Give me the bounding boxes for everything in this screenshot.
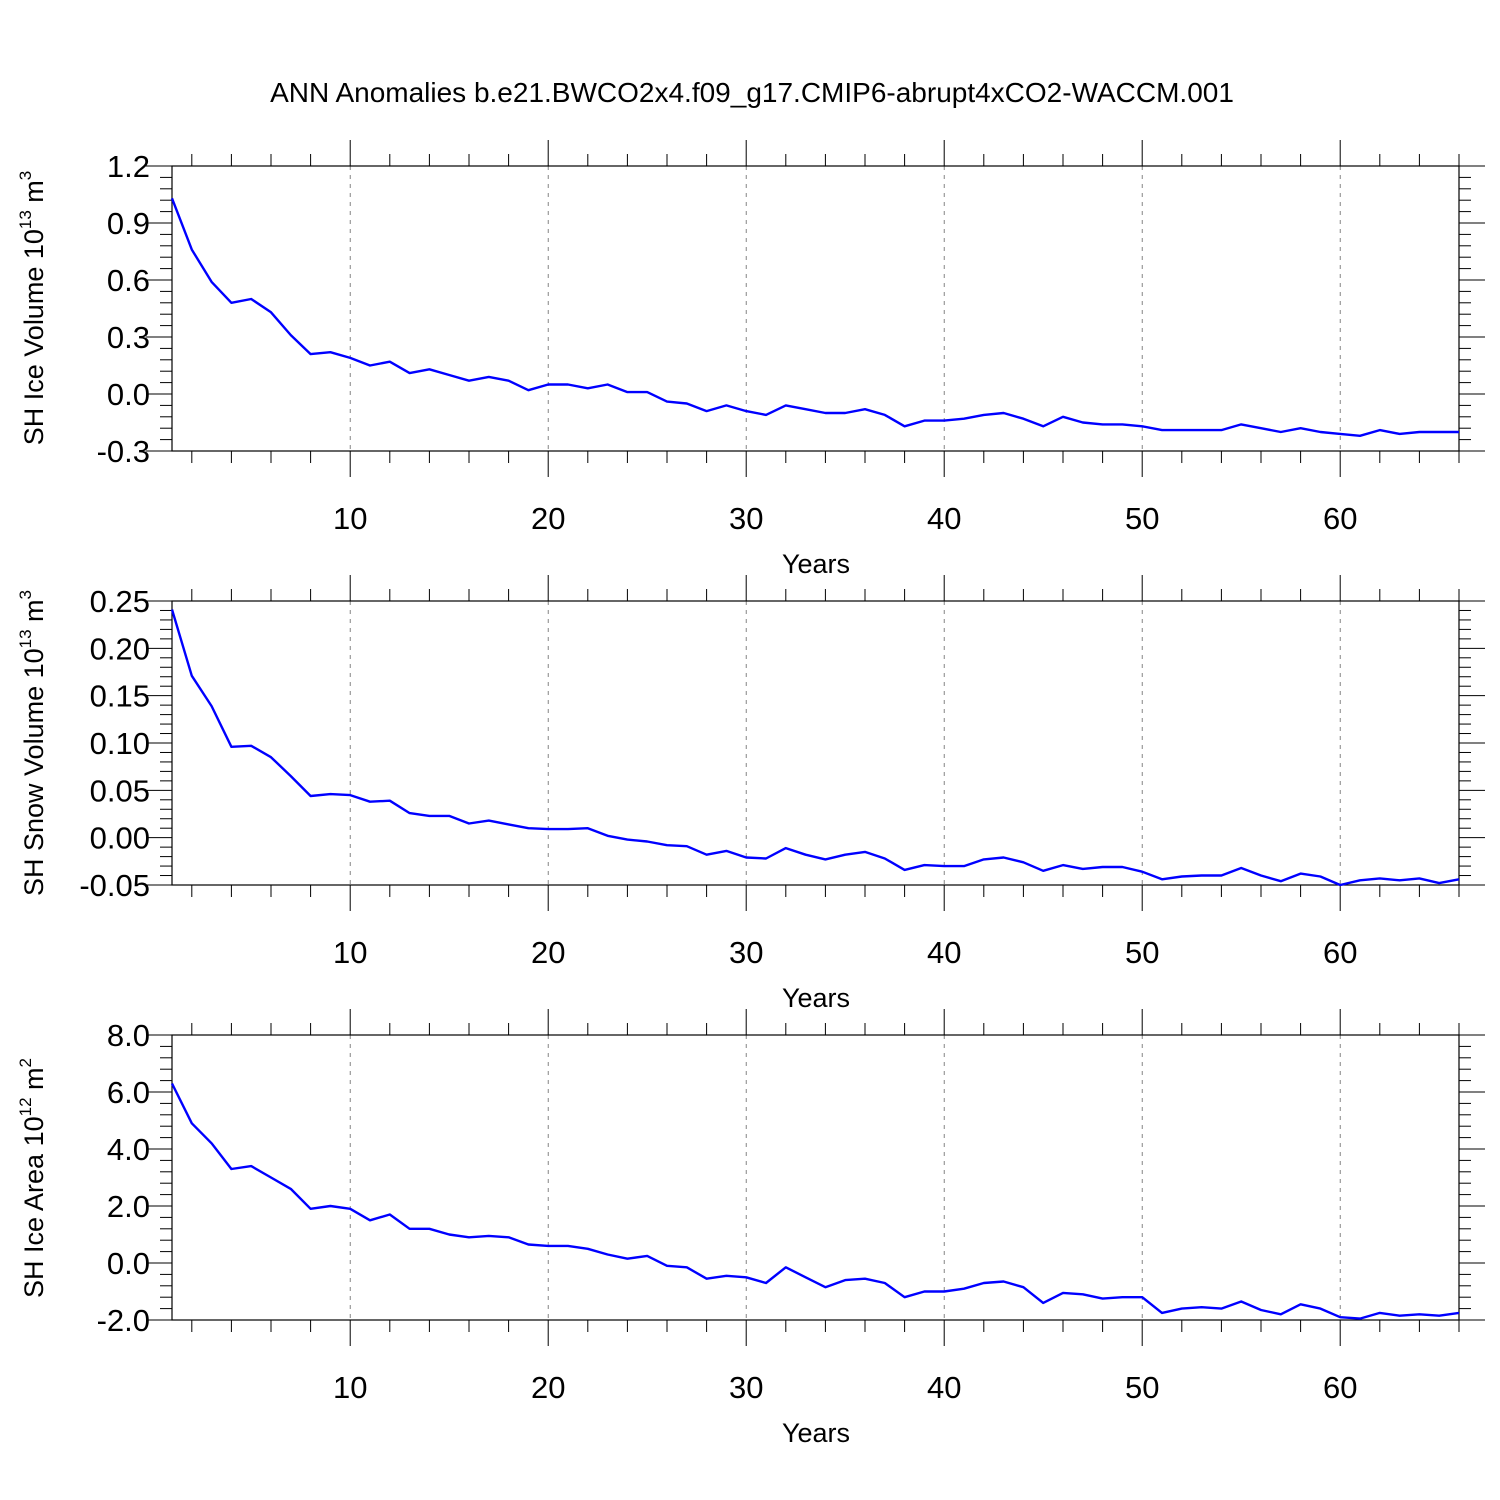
y-axis-label-unit: m bbox=[19, 599, 49, 629]
x-tick-label: 50 bbox=[1125, 1370, 1159, 1405]
x-axis-label: Years bbox=[782, 1418, 850, 1448]
y-tick-label: 0.9 bbox=[107, 206, 150, 241]
x-tick-label: 60 bbox=[1323, 935, 1357, 970]
chart-panel-3: -2.0 0.0 2.0 4.0 6.0 8.0 10 20 30 40 50 60 Years SH I… bbox=[16, 1009, 1485, 1448]
y-tick-label: 0.05 bbox=[90, 773, 150, 808]
y-tick-label: -2.0 bbox=[97, 1303, 150, 1338]
plot-frame bbox=[171, 1034, 1460, 1321]
x-tick-label: 30 bbox=[729, 501, 763, 536]
y-axis-label-unit-exponent: 3 bbox=[16, 171, 35, 180]
x-tick-label: 60 bbox=[1323, 1370, 1357, 1405]
y-tick-label: 0.0 bbox=[107, 1246, 150, 1281]
plot-frame bbox=[171, 600, 1460, 886]
x-tick-label: 40 bbox=[927, 1370, 961, 1405]
y-tick-label: 6.0 bbox=[107, 1075, 150, 1110]
chart-panel-1: -0.3 0.0 0.3 0.6 0.9 1.2 10 20 30 40 50 60 Years SH I… bbox=[16, 140, 1485, 579]
y-axis-label: SH Snow Volume 1013 m3 bbox=[16, 590, 49, 896]
y-tick-label: 0.15 bbox=[90, 679, 150, 714]
y-axis-label-base: SH Snow Volume 10 bbox=[19, 648, 49, 896]
y-tick-label: 0.0 bbox=[107, 377, 150, 412]
data-series-line bbox=[170, 197, 1459, 437]
x-tick-label: 40 bbox=[927, 501, 961, 536]
plot-frame bbox=[171, 165, 1460, 452]
y-tick-label: 1.2 bbox=[107, 149, 150, 184]
x-tick-label: 20 bbox=[531, 935, 565, 970]
y-axis-label-unit-exponent: 3 bbox=[16, 590, 35, 599]
y-axis-label-unit: m bbox=[19, 1067, 49, 1097]
y-tick-label: 0.3 bbox=[107, 320, 150, 355]
y-axis-label-exponent: 13 bbox=[16, 210, 35, 229]
data-series-line bbox=[170, 609, 1460, 887]
y-tick-label: 0.10 bbox=[90, 726, 150, 761]
y-tick-label: -0.05 bbox=[79, 868, 150, 903]
y-tick-label: -0.3 bbox=[97, 434, 150, 469]
x-tick-label: 10 bbox=[333, 935, 367, 970]
data-series-line bbox=[170, 1082, 1460, 1320]
x-axis-label: Years bbox=[782, 549, 850, 579]
figure-title: ANN Anomalies b.e21.BWCO2x4.f09_g17.CMIP… bbox=[270, 77, 1234, 108]
y-tick-label: 0.6 bbox=[107, 263, 150, 298]
x-tick-label: 30 bbox=[729, 1370, 763, 1405]
y-tick-label: 0.20 bbox=[90, 631, 150, 666]
x-axis-label: Years bbox=[782, 983, 850, 1013]
y-axis-label: SH Ice Area 1012 m2 bbox=[16, 1058, 49, 1298]
y-axis-label-exponent: 13 bbox=[16, 629, 35, 648]
y-axis-label-base: SH Ice Volume 10 bbox=[19, 229, 49, 445]
y-tick-label: 0.00 bbox=[90, 821, 150, 856]
y-axis-label-unit-exponent: 2 bbox=[16, 1058, 35, 1067]
x-tick-label: 20 bbox=[531, 501, 565, 536]
x-tick-label: 10 bbox=[333, 501, 367, 536]
y-axis-label-base: SH Ice Area 10 bbox=[19, 1116, 49, 1298]
y-tick-label: 0.25 bbox=[90, 584, 150, 619]
x-tick-label: 60 bbox=[1323, 501, 1357, 536]
x-tick-label: 30 bbox=[729, 935, 763, 970]
x-tick-label: 50 bbox=[1125, 935, 1159, 970]
x-tick-label: 10 bbox=[333, 1370, 367, 1405]
y-axis-label-unit: m bbox=[19, 180, 49, 210]
x-tick-label: 50 bbox=[1125, 501, 1159, 536]
y-tick-label: 4.0 bbox=[107, 1132, 150, 1167]
chart-panel-2: -0.05 0.00 0.05 0.10 0.15 0.20 0.25 10 20 30 40 50 6… bbox=[16, 575, 1485, 1013]
x-tick-label: 20 bbox=[531, 1370, 565, 1405]
y-axis-label: SH Ice Volume 1013 m3 bbox=[16, 171, 49, 446]
x-tick-label: 40 bbox=[927, 935, 961, 970]
y-tick-label: 2.0 bbox=[107, 1189, 150, 1224]
y-tick-label: 8.0 bbox=[107, 1018, 150, 1053]
y-axis-label-exponent: 12 bbox=[16, 1097, 35, 1116]
